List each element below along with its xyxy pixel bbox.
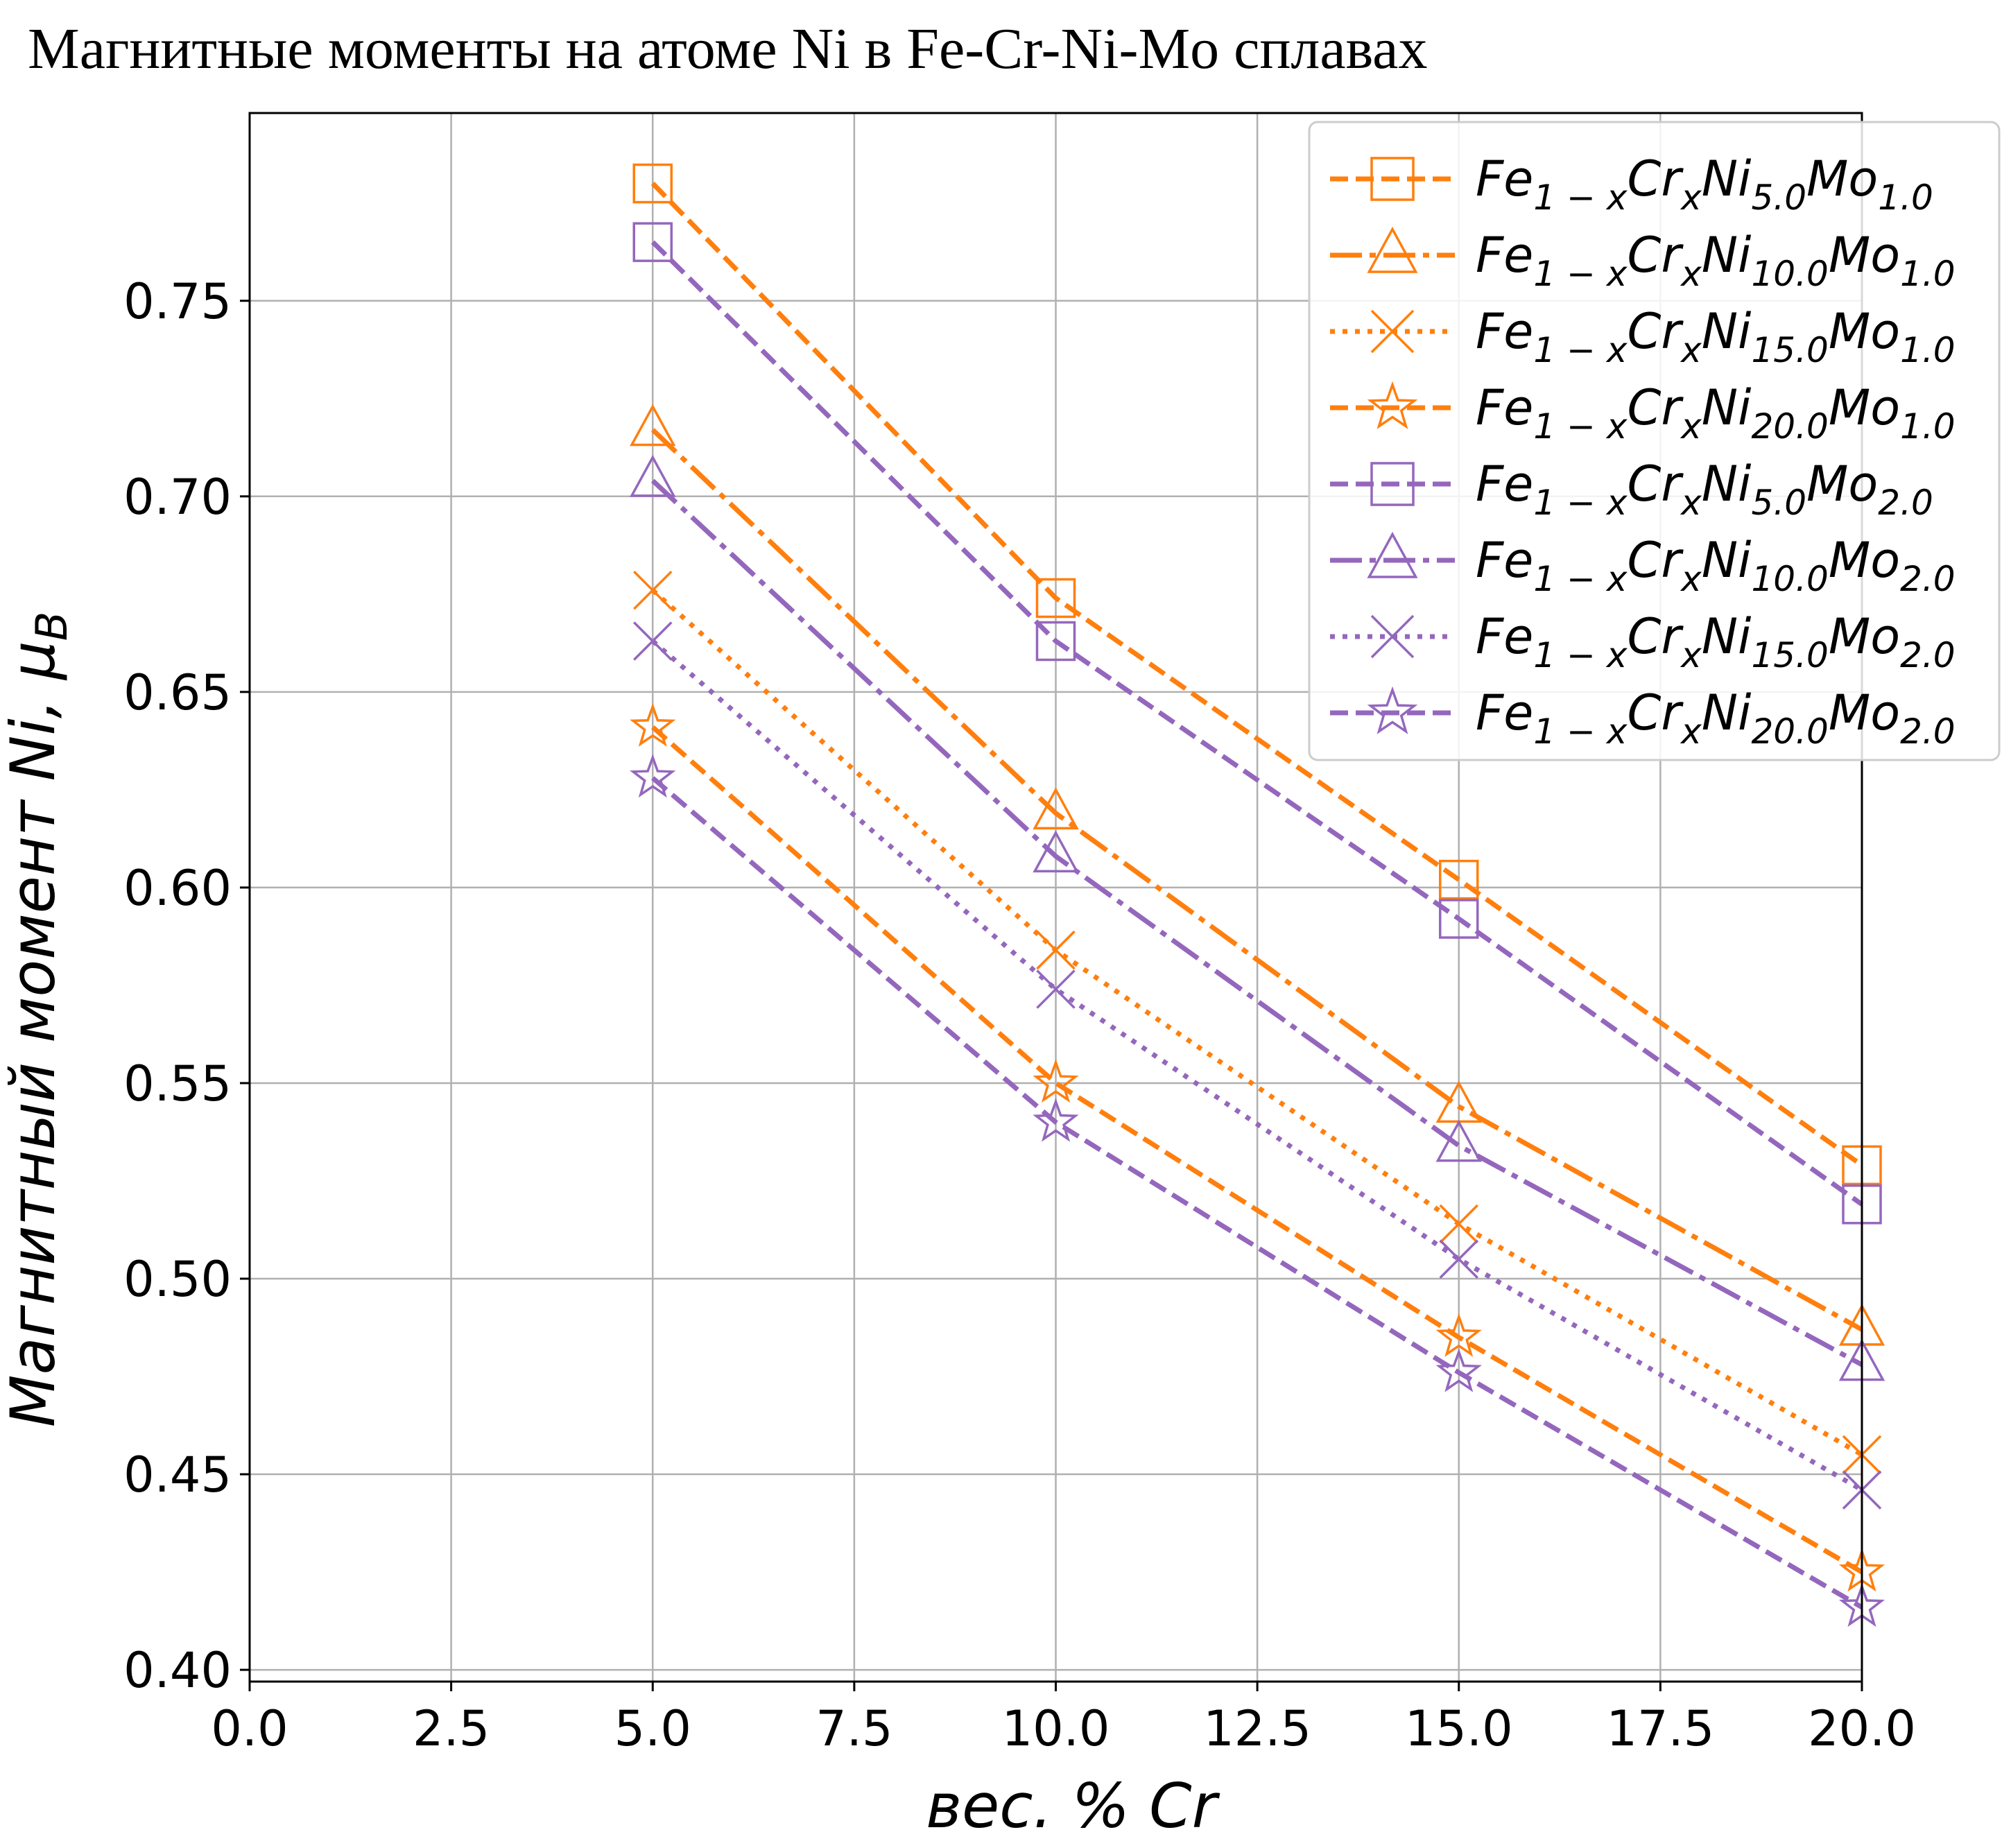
data-point-square xyxy=(1439,899,1479,939)
chart-title: Магнитные моменты на атоме Ni в Fe-Cr-Ni… xyxy=(28,17,1427,81)
data-point-star xyxy=(1033,1098,1079,1142)
x-tick-label: 15.0 xyxy=(1405,1700,1513,1757)
data-point-star xyxy=(630,754,676,798)
legend-marker-triangle xyxy=(1367,531,1418,578)
data-point-square xyxy=(632,163,673,204)
y-axis-label-unit: μ xyxy=(0,641,69,681)
x-tick-label: 0.0 xyxy=(211,1700,288,1757)
legend-marker-square xyxy=(1370,462,1415,506)
legend-box xyxy=(1308,121,2001,761)
y-tick-label: 0.45 xyxy=(123,1447,232,1503)
y-tick-label: 0.70 xyxy=(123,469,232,526)
y-axis-label: Магнитный момент Ni, μB xyxy=(0,612,77,1428)
legend-entry: Fe1 − xCrxNi10.0Mo1.0 xyxy=(1330,226,1956,294)
series-line xyxy=(650,240,1864,1207)
legend-label: Fe1 − xCrxNi10.0Mo2.0 xyxy=(1476,532,1956,599)
x-tick-label: 10.0 xyxy=(1002,1700,1110,1757)
legend-entry: Fe1 − xCrxNi5.0Mo1.0 xyxy=(1330,150,1933,218)
legend-entry: Fe1 − xCrxNi20.0Mo2.0 xyxy=(1330,684,1956,752)
data-point-x xyxy=(1036,969,1076,1009)
legend-marker-x xyxy=(1370,309,1415,354)
legend-marker-star xyxy=(1367,381,1418,429)
data-point-triangle xyxy=(1435,1119,1482,1162)
legend-label: Fe1 − xCrxNi10.0Mo1.0 xyxy=(1476,227,1956,294)
data-point-star xyxy=(1033,1058,1079,1103)
legend-marker-square xyxy=(1370,157,1415,201)
legend-marker-triangle xyxy=(1367,226,1418,273)
series-line xyxy=(650,182,1864,1168)
data-point-x xyxy=(633,621,673,661)
data-point-x xyxy=(1439,1239,1478,1279)
y-axis-label-main: Магнитный момент Ni, xyxy=(0,680,69,1427)
x-axis-label: вес. % Cr xyxy=(926,1770,1220,1842)
data-point-triangle xyxy=(1033,787,1079,830)
legend-label: Fe1 − xCrxNi15.0Mo2.0 xyxy=(1476,608,1956,675)
legend-label: Fe1 − xCrxNi15.0Mo1.0 xyxy=(1476,303,1956,370)
data-point-x xyxy=(633,570,673,610)
data-point-square xyxy=(1439,859,1479,900)
data-point-triangle xyxy=(630,454,676,497)
x-tick-label: 17.5 xyxy=(1606,1700,1714,1757)
legend-entry: Fe1 − xCrxNi20.0Mo1.0 xyxy=(1330,379,1956,447)
y-tick-label: 0.60 xyxy=(123,860,232,917)
y-tick-label: 0.75 xyxy=(123,273,232,330)
series-line xyxy=(651,776,1863,1609)
data-point-x xyxy=(1036,930,1076,970)
legend-label: Fe1 − xCrxNi20.0Mo1.0 xyxy=(1476,379,1956,447)
legend-label: Fe1 − xCrxNi5.0Mo2.0 xyxy=(1476,456,1933,523)
data-point-star xyxy=(1435,1313,1482,1357)
data-point-star xyxy=(630,702,676,747)
tick-labels: 0.0 2.5 5.0 7.5 10.0 12.5 15.0 17.5 20.0 0.40 0.45… xyxy=(123,273,1916,1757)
data-point-x xyxy=(1439,1204,1478,1244)
series-line xyxy=(651,639,1863,1492)
series-line xyxy=(650,725,1863,1575)
axes xyxy=(240,112,1863,1691)
data-point-square xyxy=(1035,621,1076,662)
series-line xyxy=(650,478,1863,1367)
legend-entry: Fe1 − xCrxNi15.0Mo1.0 xyxy=(1330,303,1956,370)
y-tick-label: 0.55 xyxy=(123,1055,232,1112)
legend-marker-star xyxy=(1367,686,1418,734)
plot-frame xyxy=(248,112,1863,1683)
y-tick-label: 0.50 xyxy=(123,1251,232,1308)
y-tick-label: 0.40 xyxy=(123,1642,232,1699)
data-point-star xyxy=(1435,1348,1482,1392)
x-tick-label: 7.5 xyxy=(815,1700,892,1757)
x-tick-label: 5.0 xyxy=(614,1700,691,1757)
data-point-triangle xyxy=(1033,830,1079,873)
legend-entry: Fe1 − xCrxNi15.0Mo2.0 xyxy=(1330,608,1956,675)
legend-label: Fe1 − xCrxNi5.0Mo1.0 xyxy=(1476,150,1933,218)
y-tick-label: 0.65 xyxy=(123,664,232,721)
grid-lines xyxy=(248,113,1863,1682)
series-line xyxy=(650,428,1863,1332)
legend-label: Fe1 − xCrxNi20.0Mo2.0 xyxy=(1476,684,1956,752)
data-point-triangle xyxy=(630,404,676,447)
data-point-square xyxy=(1035,578,1076,619)
legend-marker-x xyxy=(1370,614,1415,659)
legend-entry: Fe1 − xCrxNi5.0Mo2.0 xyxy=(1330,456,1933,523)
data-point-square xyxy=(632,222,673,262)
legend: Fe1 − xCrxNi5.0Mo1.0 Fe1 − xCrxNi10.0Mo1.… xyxy=(1308,121,2001,761)
x-tick-label: 12.5 xyxy=(1203,1700,1311,1757)
x-tick-label: 20.0 xyxy=(1808,1700,1916,1757)
x-tick-label: 2.5 xyxy=(413,1700,490,1757)
legend-entry: Fe1 − xCrxNi10.0Mo2.0 xyxy=(1330,531,1956,599)
y-axis-label-unit-sub: B xyxy=(26,612,77,641)
